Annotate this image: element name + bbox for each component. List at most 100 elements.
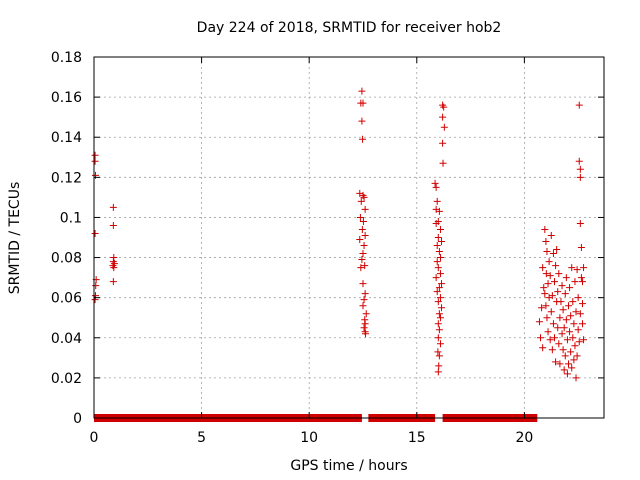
data-point — [559, 346, 567, 354]
data-point — [542, 270, 550, 278]
data-point — [569, 334, 577, 342]
data-point — [358, 87, 366, 95]
data-point — [575, 338, 583, 346]
data-point — [535, 318, 543, 326]
data-point — [563, 336, 571, 344]
data-point — [546, 272, 554, 280]
data-point — [542, 302, 550, 310]
tick-labels: 0 0.02 0.04 0.06 0.08 0.1 0.12 0.14 0.16 0.18 0 5 10… — [51, 50, 533, 446]
data-point — [575, 157, 583, 165]
data-point — [555, 270, 563, 278]
data-point — [537, 334, 545, 342]
data-point — [544, 280, 552, 288]
data-point — [566, 284, 574, 292]
data-point — [577, 244, 585, 252]
data-point — [438, 304, 446, 312]
data-point — [546, 336, 554, 344]
data-point — [435, 362, 443, 370]
data-point — [562, 274, 570, 282]
data-point — [357, 197, 365, 205]
y-tick-label: 0.12 — [51, 170, 82, 186]
data-point — [578, 278, 586, 286]
data-point — [580, 336, 588, 344]
data-point — [547, 308, 555, 316]
y-tick-label: 0.18 — [51, 50, 82, 66]
data-point — [432, 219, 440, 227]
y-axis-label: SRMTID / TECUs — [7, 182, 23, 295]
data-point — [556, 360, 564, 368]
data-point — [551, 278, 559, 286]
data-point — [539, 344, 547, 352]
data-point — [356, 236, 364, 244]
data-point — [434, 348, 442, 356]
data-point — [558, 282, 566, 290]
x-tick-label: 10 — [300, 430, 318, 446]
data-point — [540, 284, 548, 292]
data-point — [554, 288, 562, 296]
data-point — [561, 352, 569, 360]
data-point — [562, 316, 570, 324]
data-point — [552, 262, 560, 270]
data-point — [438, 238, 446, 246]
data-point — [542, 238, 550, 246]
data-point — [571, 342, 579, 350]
y-tick-label: 0.08 — [51, 251, 82, 267]
data-point — [435, 310, 443, 318]
x-tick-label: 5 — [197, 430, 206, 446]
data-point — [567, 348, 575, 356]
data-point — [560, 324, 568, 332]
data-point — [575, 101, 583, 109]
data-point — [561, 290, 569, 298]
data-point — [361, 262, 369, 270]
data-point — [567, 312, 575, 320]
chart-title: Day 224 of 2018, SRMTID for receiver hob… — [197, 20, 502, 36]
data-point — [359, 250, 367, 258]
data-points — [91, 87, 588, 382]
data-point — [433, 258, 441, 266]
data-point — [543, 314, 551, 322]
data-point — [356, 213, 364, 221]
data-point — [554, 324, 562, 332]
data-point — [436, 225, 444, 233]
data-point — [109, 278, 117, 286]
grid — [94, 57, 604, 418]
data-point — [440, 123, 448, 131]
data-point — [544, 328, 552, 336]
data-point — [573, 352, 581, 360]
data-point — [435, 284, 443, 292]
y-tick-label: 0.04 — [51, 331, 82, 347]
data-point — [548, 346, 556, 354]
data-point — [578, 320, 586, 328]
y-tick-label: 0.06 — [51, 291, 82, 307]
data-point — [433, 197, 441, 205]
y-tick-label: 0.02 — [51, 371, 82, 387]
data-point — [576, 173, 584, 181]
data-point — [360, 296, 368, 304]
data-point — [572, 374, 580, 382]
data-point — [572, 308, 580, 316]
y-tick-label: 0 — [73, 411, 82, 427]
data-point — [577, 274, 585, 282]
data-point — [91, 151, 99, 159]
data-point — [361, 290, 369, 298]
data-point — [573, 266, 581, 274]
data-point — [439, 113, 447, 121]
data-point — [556, 314, 564, 322]
data-point — [436, 314, 444, 322]
x-axis-label: GPS time / hours — [290, 458, 407, 474]
data-point — [362, 310, 370, 318]
data-point — [569, 298, 577, 306]
data-point — [539, 264, 547, 272]
data-point — [564, 302, 572, 310]
data-point — [359, 280, 367, 288]
data-point — [91, 229, 99, 237]
data-point — [566, 328, 574, 336]
data-point — [549, 250, 557, 258]
data-point — [431, 179, 439, 187]
data-point — [440, 103, 448, 111]
data-point — [574, 326, 582, 334]
data-point — [110, 264, 118, 272]
data-point — [571, 278, 579, 286]
data-point — [358, 225, 366, 233]
